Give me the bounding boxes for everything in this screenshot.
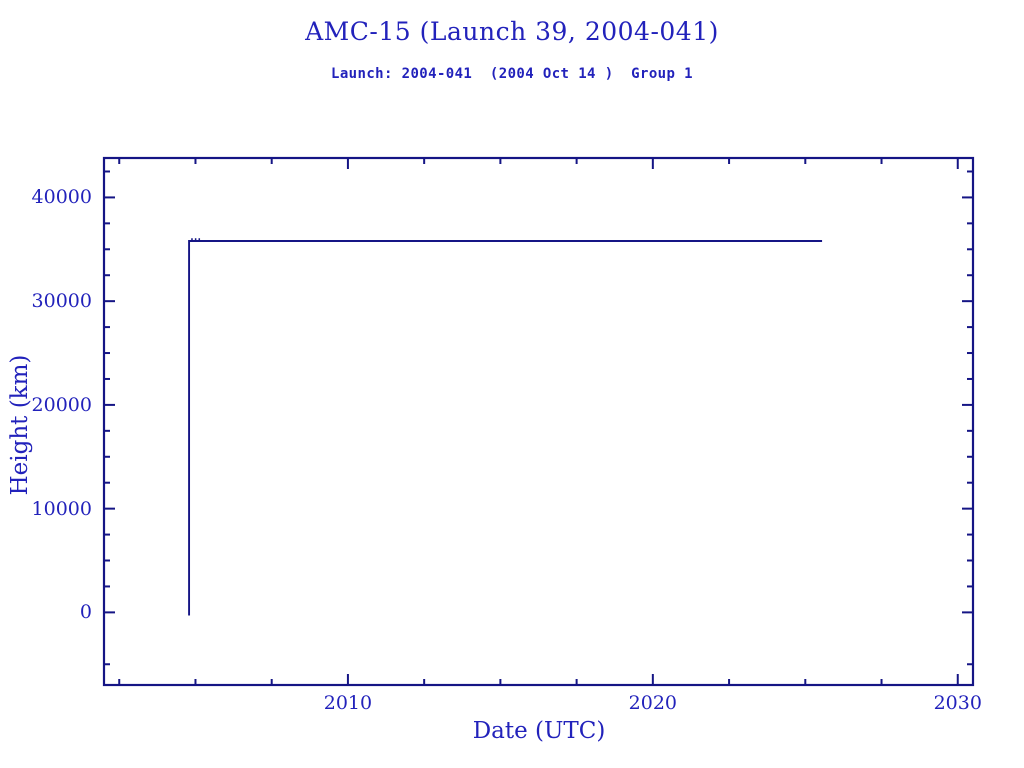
axis-ticks <box>104 158 973 685</box>
x-tick-2030: 2030 <box>933 692 982 714</box>
y-tick-label: 20000 <box>31 393 92 416</box>
y-tick-label: 0 <box>79 601 92 624</box>
chart-title: AMC-15 (Launch 39, 2004-041) <box>305 17 719 46</box>
data-series <box>188 240 823 616</box>
chart-subtitle: Launch: 2004-041 (2004 Oct 14 ) Group 1 <box>331 66 693 82</box>
x-tick-2010: 2010 <box>323 692 373 714</box>
plot-frame <box>102 156 975 687</box>
y-tick-label: 30000 <box>31 290 92 313</box>
y-tick-label: 40000 <box>31 186 92 209</box>
x-tick-2020: 2020 <box>628 692 678 714</box>
x-axis-title: Date (UTC) <box>472 718 606 744</box>
y-tick-label: 10000 <box>31 497 92 520</box>
